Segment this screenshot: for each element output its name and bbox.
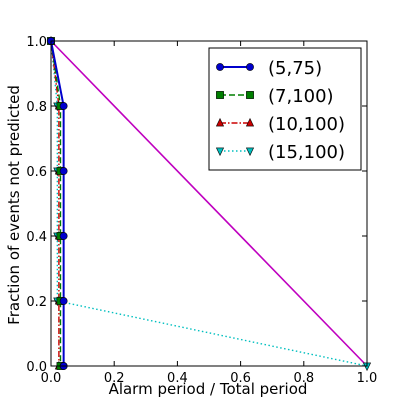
legend-label-10-100: (10,100) xyxy=(268,114,345,135)
x-tick-label: 0.8 xyxy=(293,371,314,386)
series-line-7-100 xyxy=(50,40,62,366)
series-line-10-100 xyxy=(50,40,60,366)
data-point-5-75 xyxy=(59,167,68,175)
axes-frame xyxy=(50,40,368,367)
x-axis-label: Alarm period / Total period xyxy=(109,380,308,398)
y-tick-label: 0.6 xyxy=(26,165,47,180)
legend-marker-7-100 xyxy=(216,91,224,99)
axes: 0.0 0.2 0.4 0.6 0.8 1.0 0.0 0.2 0.4 0.6 0.8 1.0 xyxy=(26,35,377,386)
y-axis-label: Fraction of events not predicted xyxy=(5,85,23,325)
y-tick-label: 0.0 xyxy=(26,360,47,375)
legend-label-5-75: (5,75) xyxy=(268,58,322,79)
legend-marker-10-100 xyxy=(245,117,255,127)
x-tick-label: 0.6 xyxy=(230,371,251,386)
legend-marker-5-75 xyxy=(216,63,224,71)
y-tick-label: 0.4 xyxy=(26,230,47,245)
data-point-5-75 xyxy=(59,297,68,305)
x-tick-label: 0.0 xyxy=(41,371,62,386)
legend: (5,75) (7,100) (10,100) (15,100) xyxy=(208,47,362,171)
legend-marker-15-100 xyxy=(215,147,225,157)
y-tick-label: 1.0 xyxy=(26,35,47,50)
legend-label-15-100: (15,100) xyxy=(268,142,345,163)
x-tick-label: 1.0 xyxy=(357,371,378,386)
legend-box xyxy=(208,47,362,171)
reference-diagonal-line xyxy=(50,40,368,367)
x-tick-label: 0.2 xyxy=(104,371,125,386)
series-line-15-100 xyxy=(50,40,368,367)
legend-marker-15-100 xyxy=(245,147,255,157)
y-tick-label: 0.8 xyxy=(26,100,47,115)
legend-marker-10-100 xyxy=(215,117,225,127)
data-point-5-75 xyxy=(59,232,68,240)
series-line-5-75 xyxy=(50,40,65,366)
legend-marker-7-100 xyxy=(246,91,254,99)
x-tick-label: 0.4 xyxy=(167,371,188,386)
data-point-5-75 xyxy=(59,102,68,110)
legend-label-7-100: (7,100) xyxy=(268,86,334,107)
y-tick-label: 0.2 xyxy=(26,295,47,310)
legend-marker-5-75 xyxy=(246,63,254,71)
plot-area xyxy=(46,35,372,372)
